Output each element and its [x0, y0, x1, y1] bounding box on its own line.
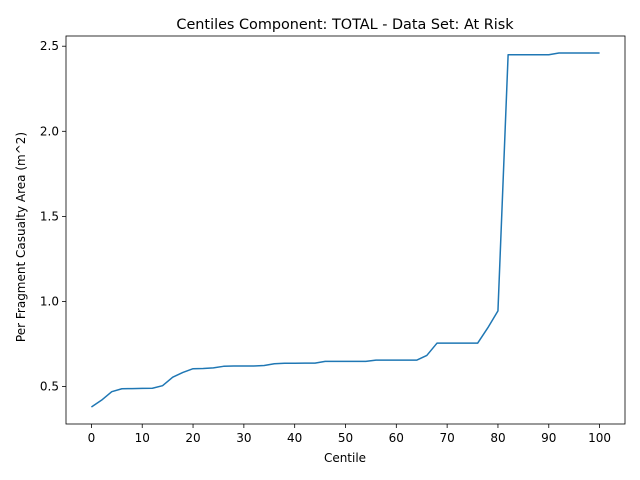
y-axis-label: Per Fragment Casualty Area (m^2) [14, 132, 28, 342]
y-tick-label: 2.5 [40, 39, 59, 53]
x-axis-label: Centile [324, 451, 366, 465]
x-tick-label: 20 [185, 431, 200, 445]
x-tick-label: 30 [236, 431, 251, 445]
x-tick-label: 80 [490, 431, 505, 445]
plot-area [65, 35, 626, 425]
chart-title: Centiles Component: TOTAL - Data Set: At… [176, 17, 514, 33]
x-tick-label: 50 [338, 431, 353, 445]
x-tick-label: 100 [588, 431, 611, 445]
x-tick-label: 40 [287, 431, 302, 445]
x-tick-label: 0 [88, 431, 96, 445]
y-tick-label: 2.0 [40, 124, 59, 138]
series-line-0 [90, 52, 600, 408]
x-axis-ticks: 0 10 20 30 40 50 60 70 80 90 100 [88, 424, 611, 445]
y-tick-label: 1.0 [40, 294, 59, 308]
y-tick-label: 0.5 [40, 380, 59, 394]
plot-frame [65, 35, 626, 425]
y-axis-ticks: 0.5 1.0 1.5 2.0 2.5 [40, 39, 66, 394]
x-tick-label: 90 [541, 431, 556, 445]
x-tick-label: 70 [439, 431, 454, 445]
x-tick-label: 10 [135, 431, 150, 445]
y-tick-label: 1.5 [40, 209, 59, 223]
x-tick-label: 60 [389, 431, 404, 445]
